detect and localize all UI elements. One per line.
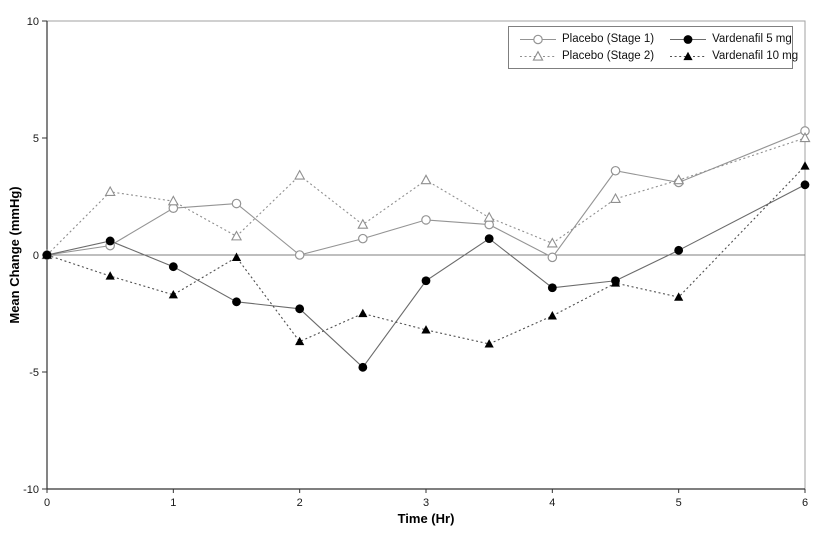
x-tick-label: 0 [44,497,50,509]
y-tick-label: 10 [27,16,39,28]
data-point [105,271,115,280]
y-tick-label: -10 [23,484,39,496]
data-point [800,180,810,190]
x-tick-label: 2 [297,497,303,509]
x-axis-title: Time (Hr) [397,511,455,526]
legend-item-placebo-stage-2: Placebo (Stage 2) [519,50,654,62]
data-point [421,325,431,334]
data-point [683,34,693,44]
series-markers-placebo-stage-1- [42,126,810,263]
data-point [420,174,432,185]
data-point [295,336,305,346]
series-line-vardenafil-10-mg [46,165,806,345]
legend-sample-vardenafil-5mg-icon [669,33,707,45]
data-point [683,51,693,61]
data-point [673,174,685,185]
data-point [421,276,431,286]
series-markers-placebo-stage-2- [41,132,811,260]
data-point [546,237,558,248]
data-point [104,185,116,196]
data-point [610,165,621,176]
data-point [230,230,243,241]
series-markers-vardenafil-5-mg [42,180,810,372]
legend-sample-placebo-stage-2-icon [519,50,557,62]
x-tick-labels: 0 1 2 3 4 5 6 [44,489,808,509]
legend-label: Vardenafil 5 mg [712,32,792,45]
x-tick-label: 6 [802,497,808,509]
data-point [167,195,179,206]
data-point [610,278,621,287]
x-tick-label: 4 [549,497,555,509]
x-tick-label: 5 [676,497,682,509]
data-point [294,169,306,180]
data-point [609,192,622,203]
data-point [231,198,242,209]
y-tick-label: -5 [29,367,39,379]
legend-sample-vardenafil-10mg-icon [669,50,707,62]
data-point [357,218,369,229]
y-tick-labels: 10 5 0 -5 -10 [23,16,47,496]
series-line-placebo-stage-1- [46,130,806,259]
data-point [168,289,178,299]
data-point [358,362,368,372]
legend-sample-placebo-stage-1-icon [519,33,557,45]
data-point [547,252,558,263]
data-point [105,236,115,246]
data-point [232,297,241,307]
data-point [42,250,52,259]
legend-item-vardenafil-5mg: Vardenafil 5 mg [669,33,798,45]
series-line-placebo-stage-2- [46,137,806,256]
legend-column-2: Vardenafil 5 mg Vardenafil 10 mg [669,30,798,65]
data-point [295,304,305,314]
data-point [547,283,557,293]
legend-column-1: Placebo (Stage 1) Placebo (Stage 2) [519,30,654,65]
data-point [484,234,494,244]
data-point [532,50,544,61]
y-tick-label: 5 [33,133,39,145]
data-point [168,262,178,272]
series-markers-vardenafil-10-mg [42,161,810,348]
data-point [294,250,305,260]
x-tick-label: 1 [170,497,176,509]
data-point [421,215,431,225]
data-point [547,311,557,320]
legend-label: Vardenafil 10 mg [712,50,799,63]
legend: Placebo (Stage 1) Placebo (Stage 2) Vard… [508,26,798,69]
data-point [533,34,543,45]
data-point [800,161,810,170]
y-tick-label: 0 [33,250,39,262]
data-point [674,292,684,301]
legend-item-placebo-stage-1: Placebo (Stage 1) [519,33,654,45]
data-point [483,211,495,222]
data-point [231,252,242,261]
data-point [484,339,494,348]
data-point [358,308,368,318]
legend-item-vardenafil-10mg: Vardenafil 10 mg [669,50,798,62]
legend-label: Placebo (Stage 1) [562,32,655,45]
x-tick-label: 3 [423,497,429,509]
series-line-vardenafil-5-mg [46,184,806,369]
legend-label: Placebo (Stage 2) [562,50,655,63]
data-point [799,132,811,143]
data-point [358,233,368,244]
data-point [674,245,684,255]
y-axis-title: Mean Change (mmHg) [7,186,22,324]
